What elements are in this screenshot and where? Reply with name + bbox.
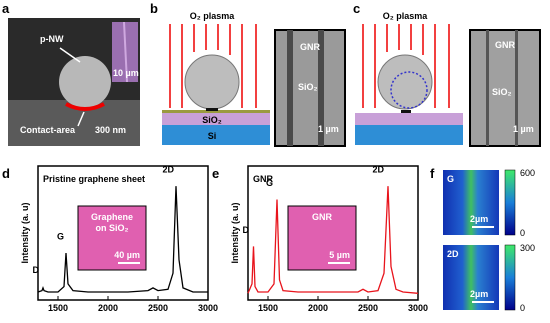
- label: GNR: [495, 40, 516, 50]
- panel-label: b: [150, 1, 158, 16]
- x-tick-label: 2500: [358, 303, 378, 313]
- scale-label: 2µm: [470, 289, 488, 299]
- label: p-NW: [40, 34, 64, 44]
- label: Contact-area: [20, 125, 76, 135]
- inset-wire: [123, 21, 128, 83]
- scale-label: 2µm: [470, 214, 488, 224]
- gnr-stripe: [515, 30, 518, 146]
- plot-frame: [37, 165, 209, 301]
- sio2-layer: [355, 113, 463, 125]
- arrow: [59, 47, 81, 63]
- panel-label: a: [2, 1, 10, 16]
- sem-image: [469, 29, 541, 147]
- inset-image: [77, 205, 147, 271]
- spectrum: [247, 186, 419, 294]
- inset-image: [287, 205, 357, 271]
- scale-label: 300 nm: [95, 125, 126, 135]
- etched-region: [390, 71, 428, 109]
- panel-label: c: [353, 1, 360, 16]
- scale-label: 1 µm: [318, 124, 339, 134]
- raman-map: [443, 170, 499, 235]
- plasma-arrows: [169, 24, 257, 108]
- panel-label: d: [2, 166, 10, 181]
- contact-area: [65, 102, 105, 111]
- gnr: [401, 110, 411, 113]
- nanowire: [184, 54, 240, 110]
- gnr-stripe: [287, 30, 293, 146]
- spectrum: [37, 186, 208, 293]
- x-tick-label: 2000: [308, 303, 328, 313]
- panel-label: f: [430, 166, 435, 181]
- y-axis-label: Intensity (a. u): [20, 202, 30, 263]
- scale-label: 10 µm: [113, 68, 139, 78]
- label: SiO₂: [298, 82, 318, 92]
- chart-title: Pristine graphene sheet: [43, 174, 145, 184]
- plasma-label: O₂ plasma: [383, 11, 429, 21]
- peak-label: D: [243, 225, 250, 235]
- plasma-arrows: [362, 24, 450, 108]
- layer-label: SiO₂: [202, 115, 222, 125]
- map-label: G: [447, 174, 454, 184]
- peak-label: G: [266, 178, 273, 188]
- gnr-stripe: [318, 30, 324, 146]
- colorbar-label: 0: [520, 303, 525, 313]
- plasma-label: O₂ plasma: [190, 11, 236, 21]
- nanowire: [59, 56, 111, 108]
- sem-image: [274, 29, 346, 147]
- x-tick-label: 2500: [148, 303, 168, 313]
- x-tick-label: 2000: [98, 303, 118, 313]
- x-tick-label: 1500: [258, 303, 278, 313]
- scale-label: 40 µm: [114, 250, 140, 260]
- peak-label: G: [57, 232, 64, 242]
- graphene: [162, 110, 270, 113]
- peak-label: D: [33, 265, 40, 275]
- contact: [206, 108, 218, 111]
- x-tick-label: 3000: [198, 303, 218, 313]
- gnr-stripe: [486, 30, 489, 146]
- peak-label: 2D: [162, 165, 174, 175]
- colorbar-label: 600: [520, 168, 535, 178]
- panel-label: e: [212, 166, 219, 181]
- y-axis-label: Intensity (a. u): [230, 202, 240, 263]
- label: GNR: [300, 42, 321, 52]
- si-layer: [162, 125, 270, 145]
- inset-label: on SiO₂: [96, 223, 129, 233]
- si-layer: [355, 125, 463, 145]
- label: SiO₂: [492, 87, 512, 97]
- scale-label: 5 µm: [329, 250, 350, 260]
- map-label: 2D: [447, 249, 459, 259]
- nanowire: [377, 54, 433, 110]
- sio2-layer: [162, 113, 270, 125]
- raman-map: [443, 245, 499, 310]
- colorbar: [504, 169, 516, 236]
- arrow: [77, 111, 85, 127]
- x-tick-label: 1500: [48, 303, 68, 313]
- chart-title: GNR: [253, 174, 274, 184]
- x-tick-label: 3000: [408, 303, 428, 313]
- scale-label: 1 µm: [513, 124, 534, 134]
- layer-label: Si: [208, 131, 217, 141]
- inset-label: Graphene: [91, 212, 133, 222]
- colorbar: [504, 244, 516, 311]
- peak-label: 2D: [372, 165, 384, 175]
- colorbar-label: 300: [520, 243, 535, 253]
- inset-label: GNR: [312, 212, 333, 222]
- plot-frame: [247, 165, 419, 301]
- colorbar-label: 0: [520, 228, 525, 238]
